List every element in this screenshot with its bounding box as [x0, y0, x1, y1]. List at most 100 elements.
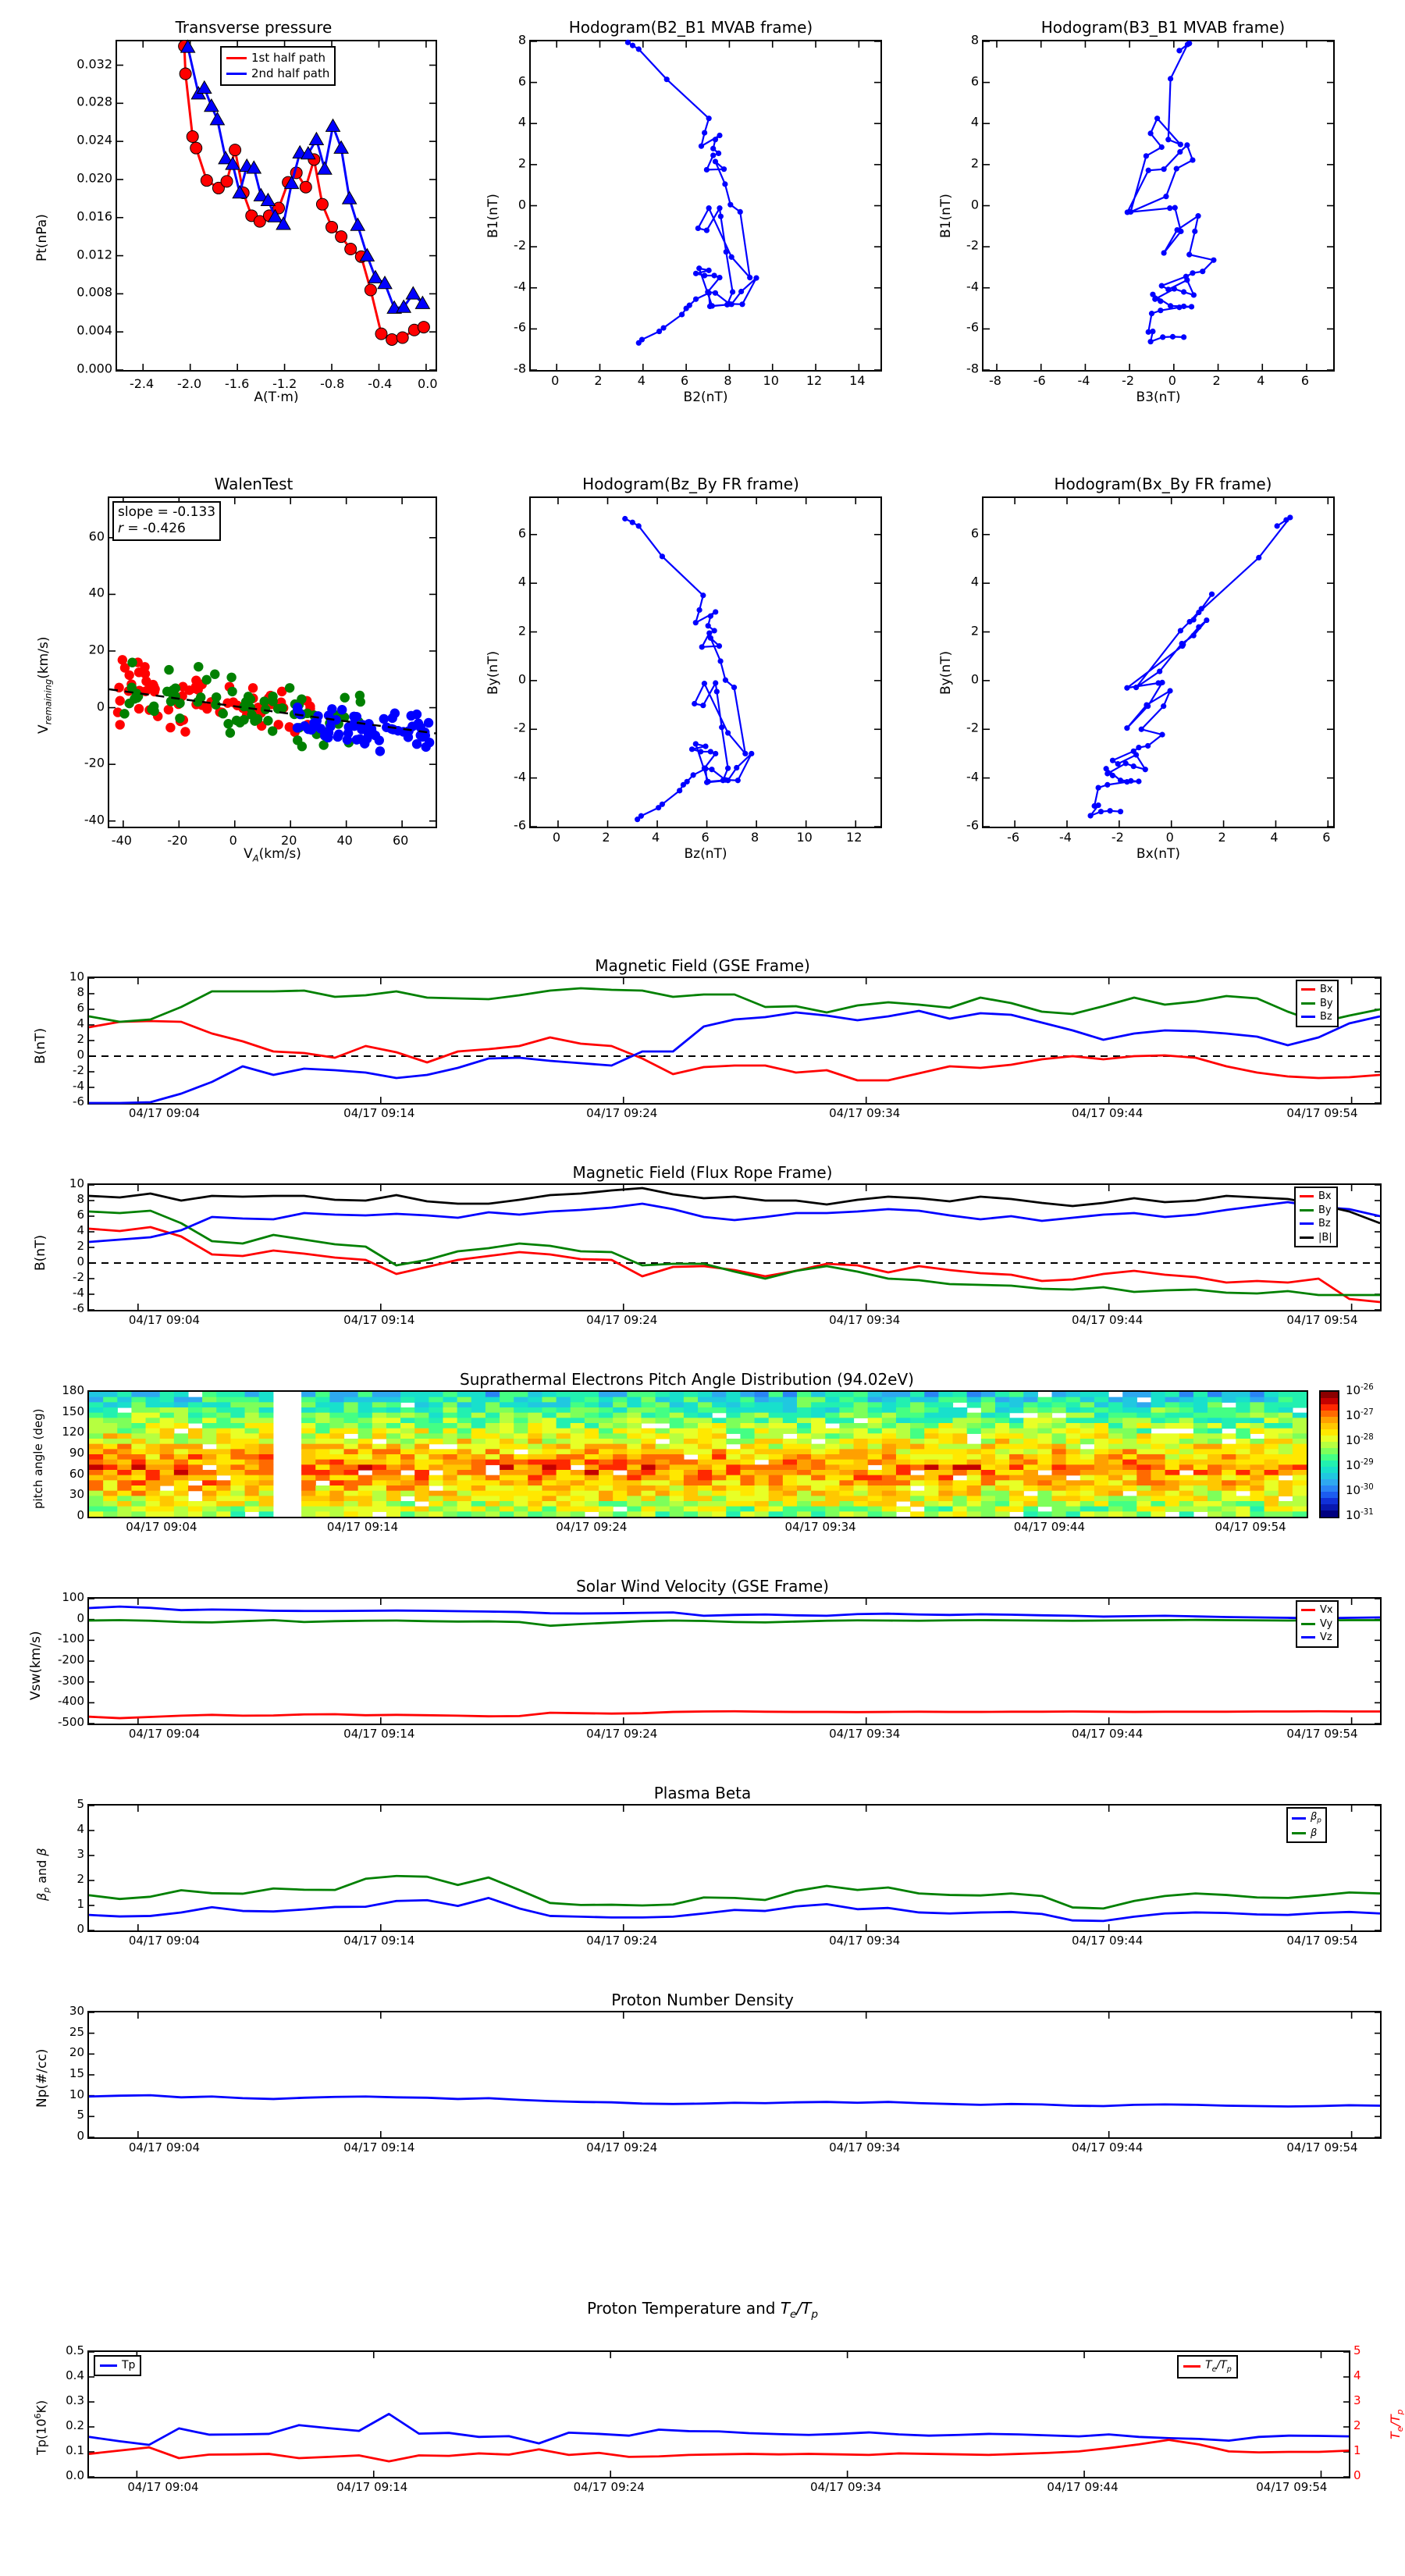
y-tick-label: 0.028	[76, 94, 112, 109]
panel-hodogram-b3b1: Hodogram(B3_B1 MVAB frame) -8 -6 -4 -2 0 2 4 6 8…	[921, 12, 1382, 410]
panel-magnetic-field-gse: Magnetic Field (GSE Frame) -6 -4 -2 0 2 4 6 8 10…	[23, 956, 1382, 1151]
legend-line-vx	[1301, 1609, 1315, 1612]
x-tick-label: 40	[336, 833, 353, 848]
y-tick-label: 4	[76, 1822, 84, 1836]
x-tick-label: 04/17 09:34	[784, 1520, 856, 1534]
x-tick-label: 04/17 09:14	[343, 1934, 415, 1948]
y-tick-label: -6	[966, 817, 979, 833]
np-svg	[88, 2012, 1381, 2138]
colorbar-gradient	[1321, 1392, 1338, 1517]
x-tick-label: 0.0	[418, 376, 438, 391]
y-tick-label: 60	[69, 1466, 84, 1481]
x-tick-label: 2	[602, 830, 610, 845]
legend-item-by: By	[1301, 997, 1333, 1011]
y-tick-label: 10	[69, 2087, 84, 2101]
x-tick-label: 04/17 09:44	[1013, 1520, 1085, 1534]
y-axis-label: B1(nT)	[486, 194, 501, 238]
x-tick-label: 04/17 09:04	[126, 1520, 197, 1534]
y-tick-label: 8	[970, 32, 979, 48]
legend-line-beta-p	[1292, 1816, 1306, 1820]
x-tick-label: 04/17 09:14	[343, 1313, 415, 1327]
legend-label: By	[1320, 997, 1333, 1009]
right-y-tick-label: 2	[1353, 2418, 1361, 2432]
x-axis-label: Bx(nT)	[1136, 846, 1181, 862]
legend-item-bx: Bx	[1300, 1190, 1332, 1204]
y-tick-label: 2	[76, 1239, 84, 1253]
y-tick-label: 4	[76, 1223, 84, 1237]
legend-item-beta: β	[1292, 1827, 1321, 1841]
x-tick-label: 04/17 09:34	[829, 2140, 901, 2154]
y-tick-label: 0.012	[76, 247, 112, 262]
panel-hodogram-bzby: Hodogram(Bz_By FR frame) -6 -4 -2 0 2 4 6 0 2 4 6…	[468, 468, 890, 866]
x-tick-label: 04/17 09:14	[343, 2140, 415, 2154]
y-tick-label: 6	[970, 73, 979, 89]
x-tick-label: 04/17 09:04	[128, 1727, 201, 1741]
legend-line-by	[1301, 1002, 1315, 1005]
y-tick-label: 0	[76, 2129, 84, 2143]
x-tick-label: -0.8	[320, 376, 345, 391]
y-tick-label: 6	[518, 73, 526, 89]
legend-right: Te/Tp	[1177, 2355, 1238, 2379]
y-tick-label: 0	[970, 197, 979, 212]
panel-proton-density: Proton Number Density 0 5 10 15 20 25 30 04/17…	[23, 1991, 1382, 2186]
y-axis-label: By(nT)	[486, 650, 501, 695]
legend-line-te-tp	[1183, 2365, 1200, 2368]
x-tick-label: 04/17 09:14	[343, 1727, 415, 1741]
x-tick-label: 04/17 09:54	[1215, 1520, 1286, 1534]
y-tick-label: 0.024	[76, 132, 112, 148]
x-tick-label: 04/17 09:24	[556, 1520, 628, 1534]
y-tick-label: 1	[76, 1897, 84, 1911]
right-y-tick-label: 1	[1353, 2443, 1361, 2457]
x-tick-label: 6	[1322, 830, 1331, 845]
y-tick-label: 5	[76, 2108, 84, 2122]
x-tick-label: 4	[651, 830, 660, 845]
colorbar-tick-label: 10-26	[1346, 1383, 1374, 1397]
panel-title: Plasma Beta	[653, 1784, 752, 1802]
x-tick-label: 04/17 09:34	[829, 1106, 901, 1120]
y-tick-label: 0.0	[66, 2468, 84, 2482]
y-tick-label: 0	[76, 1048, 84, 1062]
y-tick-label: -2	[73, 1270, 84, 1284]
plot-area	[87, 2350, 1350, 2478]
y-tick-label: 4	[518, 114, 526, 130]
y-tick-label: 0.5	[66, 2343, 84, 2357]
y-tick-label: 2	[76, 1032, 84, 1046]
y-tick-label: -4	[966, 769, 979, 785]
y-tick-label: 0	[96, 699, 105, 714]
plot-area	[87, 1804, 1382, 1932]
x-tick-label: -8	[989, 373, 1001, 388]
y-axis-label: B(nT)	[33, 1027, 48, 1064]
y-tick-label: 60	[88, 528, 105, 544]
hodogram-bxby-svg	[984, 498, 1333, 827]
y-tick-label: 0	[518, 197, 526, 212]
panel-magnetic-field-fr: Magnetic Field (Flux Rope Frame) -6 -4 -2 0…	[23, 1163, 1382, 1358]
plot-area	[87, 2011, 1382, 2139]
x-tick-label: 04/17 09:44	[1047, 2480, 1119, 2494]
walen-annotation: slope = -0.133 r = -0.426	[112, 501, 222, 541]
x-tick-label: 0	[551, 373, 560, 388]
hodogram-bzby-svg	[531, 498, 880, 827]
x-tick-label: 6	[1300, 373, 1310, 388]
legend-item-beta-p: βp	[1292, 1810, 1321, 1827]
y-axis-label: B(nT)	[33, 1234, 48, 1271]
legend-label: Tp	[122, 2359, 136, 2371]
legend-line-beta	[1292, 1831, 1306, 1834]
y-tick-label: -200	[57, 1653, 84, 1667]
x-tick-label: 2	[1218, 830, 1226, 845]
y-tick-label: 0.000	[76, 361, 112, 376]
x-tick-label: 20	[281, 833, 297, 848]
panel-title: Proton Temperature and Te/Tp	[586, 2299, 819, 2321]
y-axis-label: pitch angle (deg)	[31, 1408, 45, 1509]
plot-area	[116, 39, 437, 372]
hodogram-b3b1-svg	[984, 41, 1333, 371]
legend-item-te-tp: Te/Tp	[1183, 2358, 1232, 2375]
y-tick-label: 0.016	[76, 208, 112, 224]
colorbar-tick-label: 10-29	[1346, 1458, 1374, 1472]
x-tick-label: 4	[1257, 373, 1265, 388]
y-tick-label: 30	[69, 2004, 84, 2018]
x-tick-label: 8	[724, 373, 732, 388]
colorbar-tick-label: 10-31	[1346, 1508, 1374, 1522]
legend-label: 2nd half path	[251, 66, 330, 81]
y-tick-label: 30	[69, 1487, 84, 1502]
y-tick-label: 4	[76, 1016, 84, 1030]
